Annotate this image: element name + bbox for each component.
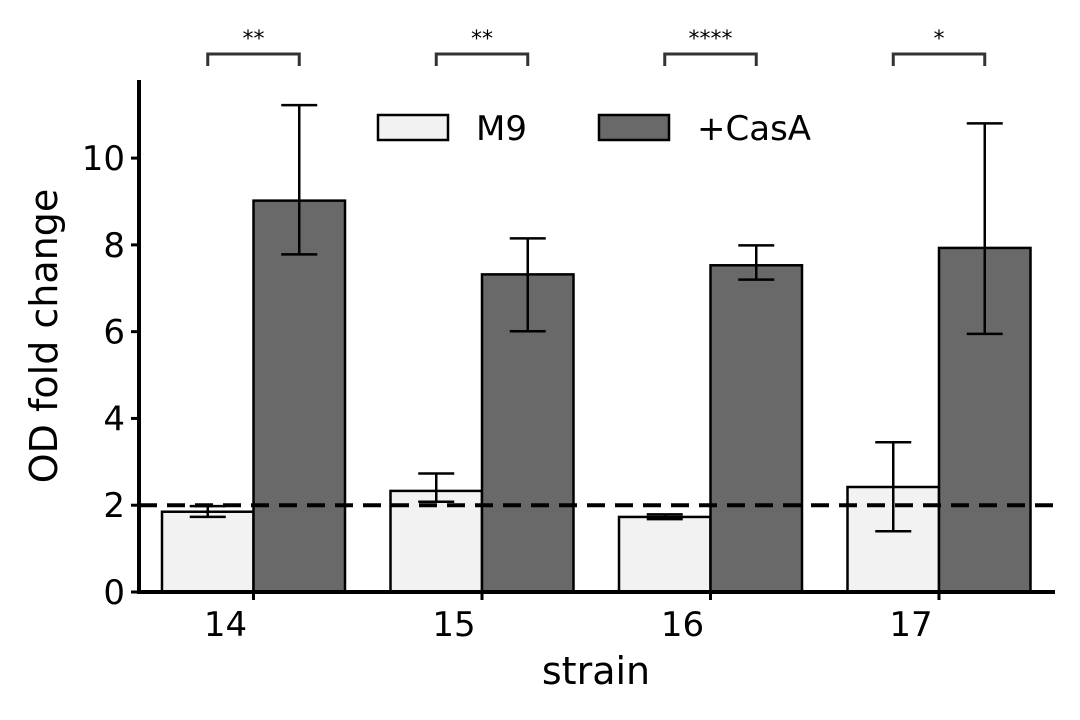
significance-brackets: ** ** **** * bbox=[206, 27, 987, 66]
error-bar-m9-17 bbox=[875, 441, 912, 533]
bars-layer bbox=[160, 199, 1032, 594]
bar-casa-17 bbox=[937, 246, 1032, 594]
significance-bracket-15 bbox=[434, 52, 530, 66]
bar-casa-14 bbox=[252, 199, 347, 594]
error-bar-m9-16 bbox=[646, 513, 683, 521]
error-bars-layer bbox=[189, 103, 1003, 533]
legend: M9 +CasA bbox=[376, 109, 811, 149]
y-tick-label: 4 bbox=[103, 399, 125, 439]
significance-bracket-16 bbox=[663, 52, 758, 66]
x-axis-title: strain bbox=[542, 649, 650, 693]
bar-casa-16 bbox=[709, 264, 804, 594]
x-ticks: 14 15 16 17 bbox=[204, 592, 941, 645]
x-tick-label: 14 bbox=[204, 605, 247, 645]
y-axis-title: OD fold change bbox=[22, 189, 66, 483]
significance-label-16: **** bbox=[689, 27, 733, 52]
y-tick-label: 6 bbox=[103, 313, 125, 353]
bar-m9-15 bbox=[389, 489, 484, 594]
y-ticks: 0 2 4 6 8 10 bbox=[82, 139, 139, 613]
x-tick-label: 17 bbox=[889, 605, 932, 645]
error-bar-casa-17 bbox=[966, 122, 1003, 336]
y-tick-label: 0 bbox=[103, 573, 125, 613]
significance-label-15: ** bbox=[471, 27, 493, 52]
significance-bracket-14 bbox=[206, 52, 301, 66]
significance-label-14: ** bbox=[243, 27, 265, 52]
y-tick-label: 10 bbox=[82, 139, 125, 179]
x-tick-label: 16 bbox=[661, 605, 704, 645]
y-tick-label: 8 bbox=[103, 226, 125, 266]
significance-label-17: * bbox=[934, 27, 945, 52]
x-tick-label: 15 bbox=[432, 605, 475, 645]
legend-swatch-casa bbox=[597, 113, 671, 142]
error-bar-casa-16 bbox=[738, 244, 775, 281]
legend-swatch-m9 bbox=[376, 113, 450, 142]
error-bar-casa-14 bbox=[281, 103, 318, 256]
y-tick-label: 2 bbox=[103, 486, 125, 526]
error-bar-casa-15 bbox=[509, 237, 546, 333]
legend-label-casa: +CasA bbox=[697, 109, 811, 149]
significance-bracket-17 bbox=[891, 52, 987, 66]
bar-m9-16 bbox=[617, 515, 712, 594]
error-bar-m9-15 bbox=[418, 472, 455, 503]
bar-m9-14 bbox=[160, 510, 255, 594]
legend-label-m9: M9 bbox=[476, 109, 527, 149]
